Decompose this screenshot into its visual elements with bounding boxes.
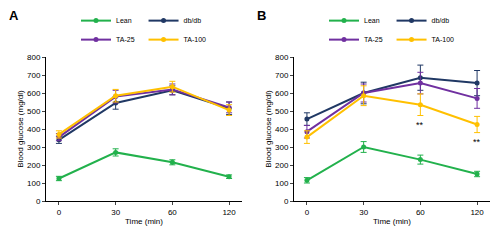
svg-text:db/db: db/db <box>432 17 450 24</box>
svg-text:**: ** <box>416 120 424 130</box>
svg-text:Blood glucose (mg/dl): Blood glucose (mg/dl) <box>16 90 25 168</box>
svg-text:700: 700 <box>275 71 289 80</box>
svg-text:0: 0 <box>284 197 289 206</box>
svg-text:0: 0 <box>36 197 41 206</box>
svg-text:100: 100 <box>275 179 289 188</box>
svg-text:0: 0 <box>57 208 62 217</box>
svg-text:600: 600 <box>27 89 41 98</box>
svg-text:300: 300 <box>275 143 289 152</box>
svg-text:TA-25: TA-25 <box>364 36 383 43</box>
svg-text:Lean: Lean <box>116 17 132 24</box>
svg-text:B: B <box>257 8 266 23</box>
svg-text:120: 120 <box>470 208 484 217</box>
svg-text:30: 30 <box>359 208 368 217</box>
svg-text:db/db: db/db <box>184 17 202 24</box>
svg-text:800: 800 <box>27 53 41 62</box>
svg-text:200: 200 <box>27 161 41 170</box>
svg-text:Lean: Lean <box>364 17 380 24</box>
svg-text:A: A <box>9 8 19 23</box>
svg-text:0: 0 <box>305 208 310 217</box>
svg-text:800: 800 <box>275 53 289 62</box>
svg-text:TA-25: TA-25 <box>116 36 135 43</box>
svg-text:100: 100 <box>27 179 41 188</box>
svg-text:500: 500 <box>27 107 41 116</box>
svg-text:Time (min): Time (min) <box>125 217 163 226</box>
svg-text:TA-100: TA-100 <box>432 36 455 43</box>
svg-text:400: 400 <box>275 125 289 134</box>
svg-text:Time (min): Time (min) <box>373 217 411 226</box>
svg-text:300: 300 <box>27 143 41 152</box>
svg-text:200: 200 <box>275 161 289 170</box>
svg-text:Blood glucose (mg/dl): Blood glucose (mg/dl) <box>264 90 273 168</box>
svg-text:60: 60 <box>168 208 177 217</box>
svg-text:600: 600 <box>275 89 289 98</box>
svg-text:400: 400 <box>27 125 41 134</box>
svg-text:500: 500 <box>275 107 289 116</box>
svg-text:120: 120 <box>222 208 236 217</box>
svg-text:700: 700 <box>27 71 41 80</box>
svg-text:TA-100: TA-100 <box>184 36 207 43</box>
svg-text:60: 60 <box>416 208 425 217</box>
svg-text:**: ** <box>473 137 481 147</box>
svg-text:30: 30 <box>111 208 120 217</box>
